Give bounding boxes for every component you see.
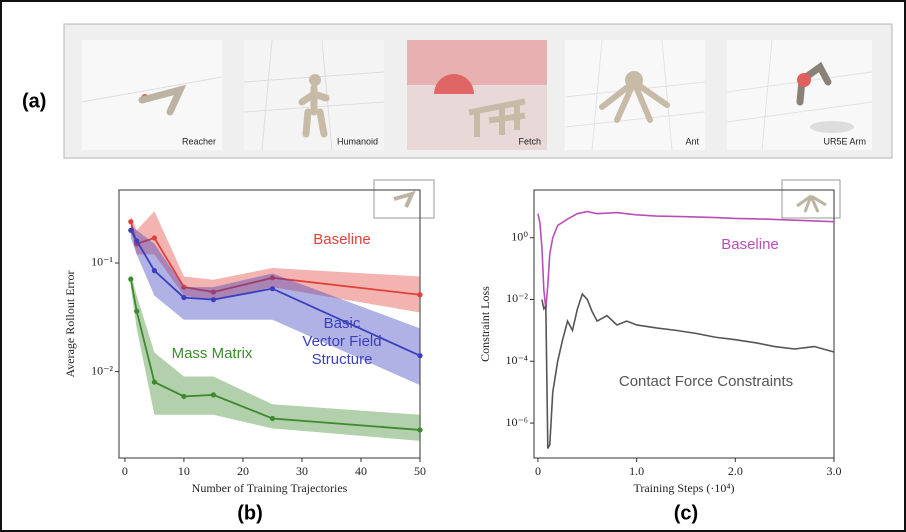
thumbnail-label: UR5E Arm	[823, 136, 866, 146]
data-point	[181, 295, 186, 300]
data-point	[417, 292, 422, 297]
series-line	[542, 294, 834, 448]
x-tick-label: 10	[178, 464, 190, 478]
thumbnail: Humanoid	[244, 40, 384, 150]
data-point	[134, 238, 139, 243]
series-label: Baseline	[313, 231, 371, 248]
plot-frame	[534, 190, 834, 458]
series-label: Contact Force Constraints	[619, 373, 793, 390]
y-axis-label: Constraint Loss	[478, 286, 492, 362]
panel-label: (a)	[22, 90, 46, 112]
x-axis-label: Number of Training Trajectories	[192, 481, 348, 495]
panel-label: (b)	[237, 502, 263, 524]
y-tick-label: 10⁻²	[506, 291, 528, 305]
thumbnail-label: Reacher	[182, 136, 216, 146]
thumbnail-label: Ant	[685, 136, 699, 146]
x-tick-label: 30	[296, 464, 308, 478]
data-point	[270, 286, 275, 291]
inset-image	[374, 180, 434, 218]
series-label: Baseline	[721, 236, 779, 253]
data-point	[134, 309, 139, 314]
data-point	[128, 277, 133, 282]
data-point	[417, 427, 422, 432]
thumbnail: UR5E Arm	[727, 40, 872, 150]
x-tick-label: 40	[355, 464, 367, 478]
data-point	[211, 297, 216, 302]
x-tick-label: 2.0	[728, 464, 743, 478]
x-tick-label: 20	[237, 464, 249, 478]
x-tick-label: 0	[535, 464, 541, 478]
data-point	[152, 379, 157, 384]
x-tick-label: 1.0	[629, 464, 644, 478]
y-tick-label: 10⁻⁴	[505, 353, 528, 367]
data-point	[128, 219, 133, 224]
y-tick-label: 10⁻⁶	[505, 415, 528, 429]
thumbnail-label: Fetch	[518, 136, 541, 146]
x-tick-label: 0	[122, 464, 128, 478]
y-tick-label: 10⁻²	[91, 363, 113, 377]
data-point	[270, 416, 275, 421]
thumbnail: Reacher	[82, 40, 222, 150]
inset-image	[782, 180, 840, 218]
thumbnail: Fetch	[407, 40, 547, 150]
data-point	[181, 394, 186, 399]
y-tick-label: 10⁻¹	[91, 255, 113, 269]
series-label: Mass Matrix	[172, 345, 253, 362]
data-point	[128, 228, 133, 233]
figure: (a) Reacher Humanoid Fetch Ant UR5E Arm …	[0, 0, 906, 532]
figure-canvas: (a) Reacher Humanoid Fetch Ant UR5E Arm …	[2, 2, 904, 530]
y-axis-label: Average Rollout Error	[63, 270, 77, 377]
panel-label: (c)	[674, 502, 698, 524]
x-tick-label: 50	[414, 464, 426, 478]
x-tick-label: 3.0	[827, 464, 842, 478]
data-point	[152, 235, 157, 240]
data-point	[152, 268, 157, 273]
series-label: Basic Vector Field Structure	[282, 315, 402, 369]
data-point	[417, 353, 422, 358]
data-point	[211, 392, 216, 397]
thumbnail: Ant	[565, 40, 705, 150]
x-axis-label: Training Steps (·10⁴)	[633, 481, 734, 495]
y-tick-label: 10⁰	[511, 229, 528, 243]
thumbnail-label: Humanoid	[337, 136, 378, 146]
